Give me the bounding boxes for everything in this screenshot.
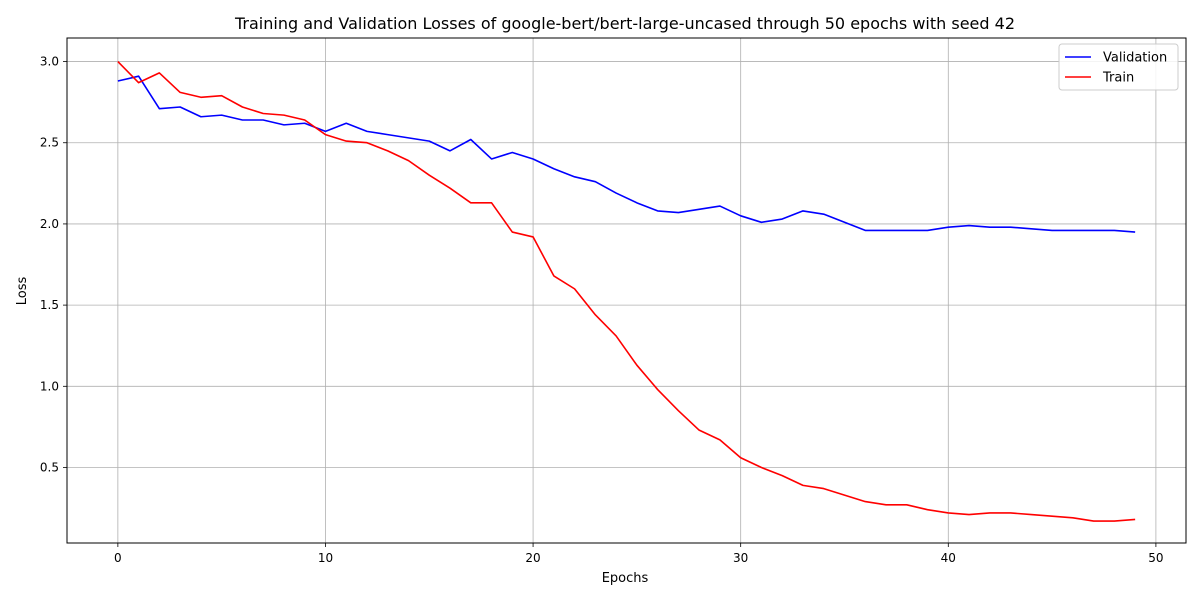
y-axis-label: Loss bbox=[15, 277, 30, 306]
y-tick-label: 2.5 bbox=[40, 136, 59, 150]
y-tick-label: 1.0 bbox=[40, 379, 59, 393]
series-lines bbox=[117, 60, 1136, 522]
series-line-train bbox=[117, 60, 1136, 522]
y-tick-label: 3.0 bbox=[40, 55, 59, 69]
x-tick-label: 30 bbox=[733, 551, 748, 565]
grid bbox=[67, 38, 1186, 543]
legend-label-validation: Validation bbox=[1103, 51, 1167, 66]
x-tick-label: 10 bbox=[318, 551, 333, 565]
axis-ticks: 0 10 20 30 40 50 0.5 1.0 1.5 2.0 2.5 3.0 bbox=[40, 55, 1164, 565]
plot-frame bbox=[66, 37, 1187, 544]
x-axis-label: Epochs bbox=[602, 571, 649, 586]
legend-box bbox=[1058, 43, 1179, 91]
x-tick-label: 0 bbox=[114, 551, 122, 565]
x-tick-label: 20 bbox=[525, 551, 540, 565]
y-tick-label: 2.0 bbox=[40, 217, 59, 231]
legend-label-train: Train bbox=[1102, 71, 1134, 86]
x-tick-label: 50 bbox=[1148, 551, 1163, 565]
y-tick-label: 0.5 bbox=[40, 460, 59, 474]
x-tick-label: 40 bbox=[941, 551, 956, 565]
series-line-validation bbox=[117, 75, 1136, 233]
legend: Validation Train bbox=[1058, 43, 1179, 91]
y-tick-label: 1.5 bbox=[40, 298, 59, 312]
chart-title: Training and Validation Losses of google… bbox=[234, 14, 1015, 33]
